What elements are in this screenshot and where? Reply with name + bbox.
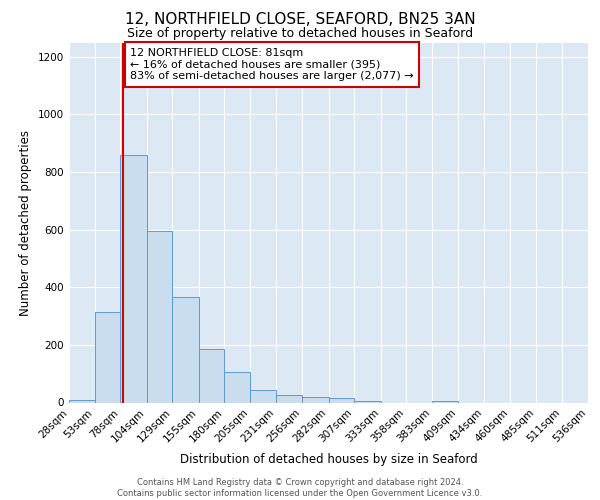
Text: Size of property relative to detached houses in Seaford: Size of property relative to detached ho… xyxy=(127,28,473,40)
Text: Contains HM Land Registry data © Crown copyright and database right 2024.
Contai: Contains HM Land Registry data © Crown c… xyxy=(118,478,482,498)
Bar xyxy=(120,155,146,402)
Bar xyxy=(146,231,172,402)
Bar xyxy=(69,400,95,402)
Bar xyxy=(224,372,250,402)
Bar xyxy=(302,396,329,402)
Text: 12 NORTHFIELD CLOSE: 81sqm
← 16% of detached houses are smaller (395)
83% of sem: 12 NORTHFIELD CLOSE: 81sqm ← 16% of deta… xyxy=(130,48,414,81)
Bar xyxy=(172,298,199,403)
Bar xyxy=(277,396,302,402)
Text: 12, NORTHFIELD CLOSE, SEAFORD, BN25 3AN: 12, NORTHFIELD CLOSE, SEAFORD, BN25 3AN xyxy=(125,12,475,28)
Y-axis label: Number of detached properties: Number of detached properties xyxy=(19,130,32,316)
X-axis label: Distribution of detached houses by size in Seaford: Distribution of detached houses by size … xyxy=(179,452,478,466)
Bar xyxy=(199,349,224,403)
Bar xyxy=(95,312,120,402)
Bar xyxy=(431,401,458,402)
Bar xyxy=(250,390,277,402)
Bar xyxy=(329,398,354,402)
Bar xyxy=(354,401,380,402)
